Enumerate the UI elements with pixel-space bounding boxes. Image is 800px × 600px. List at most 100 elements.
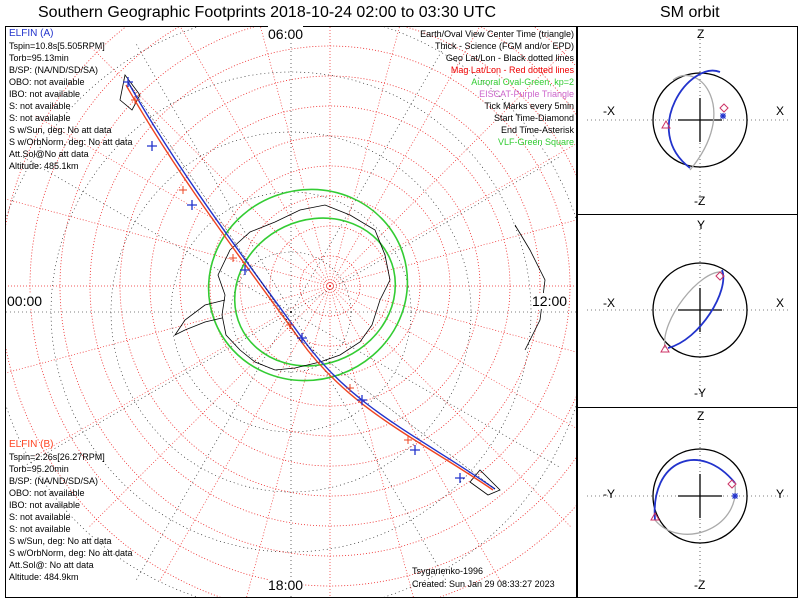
orbit-end-asterisk (720, 113, 726, 119)
elfin-a-line: S: not available (9, 113, 71, 123)
legend-item: Earth/Oval View Center Time (triangle) (420, 29, 574, 39)
time-label-right: 12:00 (532, 293, 568, 309)
elfin-a-line: IBO: not available (9, 89, 81, 99)
legend-item: Tick Marks every 5min (484, 101, 574, 111)
time-label-bottom: 18:00 (268, 577, 304, 593)
mag-lon-line (329, 27, 400, 287)
landmass-bottom-right (469, 469, 501, 496)
auroral-oval (207, 188, 409, 382)
legend-item: Start Time-Diamond (493, 113, 574, 123)
elfin-a-line: Altitude: 485.1km (9, 161, 79, 171)
orbit-plots (587, 35, 790, 581)
orbit-start-triangle (661, 119, 671, 129)
map-grid (6, 27, 576, 597)
orbit1-label-top: Z (697, 27, 705, 41)
elfin-b-line: S w/Sun, deg: No att data (9, 536, 112, 546)
orbit2-label-bottom: -Y (694, 386, 706, 400)
landmass-top-left (119, 74, 141, 111)
geo-lon-line (290, 311, 447, 581)
mag-lon-line (329, 285, 576, 429)
mag-lon-line (6, 198, 331, 287)
elfin-b-info: ELFIN (B) Tspin=2.26s[26.27RPM] Torb=95.… (9, 439, 159, 583)
auroral-oval-inner (233, 217, 397, 367)
track-tick-mark-b (286, 321, 294, 329)
elfin-a-info: ELFIN (A) Tspin=10.8s[5.505RPM] Torb=95.… (9, 28, 159, 172)
orbit-path-a (667, 69, 721, 169)
orbit-path-a (653, 459, 736, 521)
elfin-b-line: IBO: not available (9, 500, 81, 510)
time-label-left: 00:00 (7, 293, 43, 309)
elfin-b-line: Tspin=2.26s[26.27RPM] (9, 452, 105, 462)
orbit1-label-bottom: -Z (694, 194, 706, 208)
legend-item: Geo Lat/Lon - Black dotted lines (445, 53, 574, 63)
track-tick-mark (297, 333, 307, 343)
legend-item: Auroral Oval-Green, kp=2 (471, 77, 574, 87)
earth-circle (652, 448, 748, 544)
track-tick-mark (240, 265, 250, 275)
legend-item: VLF-Green Square (497, 137, 574, 147)
track-tick-mark (187, 200, 197, 210)
orbit-path-b (672, 74, 715, 171)
elfin-b-line: S w/OrbNorm, deg: No att data (9, 548, 133, 558)
legend-item: Thick - Science (FGM and/or EPD) (434, 41, 574, 51)
track-tick-mark-b (131, 96, 139, 104)
legend-item: Mag Lat/Lon - Red dotted lines (450, 65, 574, 75)
orbit2-label-top: Y (697, 218, 706, 232)
orbit-end-asterisk (732, 493, 738, 499)
elfin-a-line: Torb=95.13min (9, 53, 69, 63)
orbit-panel-xy-frame (577, 214, 798, 408)
elfin-b-line: Torb=95.20min (9, 464, 69, 474)
elfin-b-line: OBO: not available (9, 488, 85, 498)
map-legend: Earth/Oval View Center Time (triangle) T… (420, 28, 574, 148)
time-label-top: 06:00 (268, 26, 304, 42)
mag-lon-line (329, 285, 501, 581)
antarctica-outline (217, 204, 391, 371)
elfin-b-line: S: not available (9, 512, 71, 522)
elfin-b-line: Att.Sol@: No att data (9, 560, 94, 570)
orbit-start-triangle (660, 343, 670, 353)
elfin-a-line: Att.Sol@No att data (9, 149, 89, 159)
mag-lon-line (35, 285, 331, 457)
geo-lon-line (135, 311, 292, 581)
orbit-path-b (664, 271, 723, 349)
orbit3-label-bottom: -Z (694, 578, 706, 592)
elfin-b-name: ELFIN (B) (9, 439, 54, 450)
geo-lon-line (22, 156, 292, 313)
track-tick-mark-b (229, 254, 237, 262)
view-center-line (299, 339, 496, 490)
elfin-a-line: S: not available (9, 101, 71, 111)
track-tick-mark (455, 473, 465, 483)
orbit2-label-right: X (776, 296, 785, 310)
page-title: Southern Geographic Footprints 2018-10-2… (38, 4, 497, 21)
orbit-start-diamond (715, 271, 725, 281)
track-tick-mark-b (404, 436, 412, 444)
orbit3-label-left: -Y (603, 487, 615, 501)
mag-lon-line (246, 285, 331, 597)
continent-edge-right (514, 224, 546, 351)
elfin-a-line: S w/Sun, deg: No att data (9, 125, 112, 135)
orbit-panel-yz-frame (577, 407, 798, 598)
elfin-a-line: Tspin=10.8s[5.505RPM] (9, 41, 105, 51)
orbit1-label-left: -X (603, 104, 615, 118)
auroral-oval-outer (207, 188, 409, 382)
mag-lon-line (260, 27, 331, 287)
orbit-start-triangle (650, 511, 660, 521)
elfin-a-line: B/SP: (NA/ND/SD/SA) (9, 65, 99, 75)
antarctica-coastline (119, 74, 546, 496)
geo-lon-line (135, 43, 292, 313)
orbit1-label-right: X (776, 104, 785, 118)
satellite-tracks (123, 77, 496, 491)
elfin-a-name: ELFIN (A) (9, 28, 54, 39)
elfin-b-line: B/SP: (NA/ND/SD/SA) (9, 476, 99, 486)
track-tick-mark (410, 445, 420, 455)
created-timestamp: Created: Sun Jan 29 08:33:27 2023 (412, 579, 555, 589)
orbit3-label-top: Z (697, 409, 705, 423)
model-credit: Tsyganenko-1996 (412, 566, 484, 576)
elfin-b-line: Altitude: 484.9km (9, 572, 79, 582)
track-tick-mark (357, 395, 367, 405)
elfin-a-line: OBO: not available (9, 77, 85, 87)
orbit3-label-right: Y (776, 487, 785, 501)
mag-lon-line (329, 285, 414, 597)
orbit-start-diamond (727, 479, 737, 489)
